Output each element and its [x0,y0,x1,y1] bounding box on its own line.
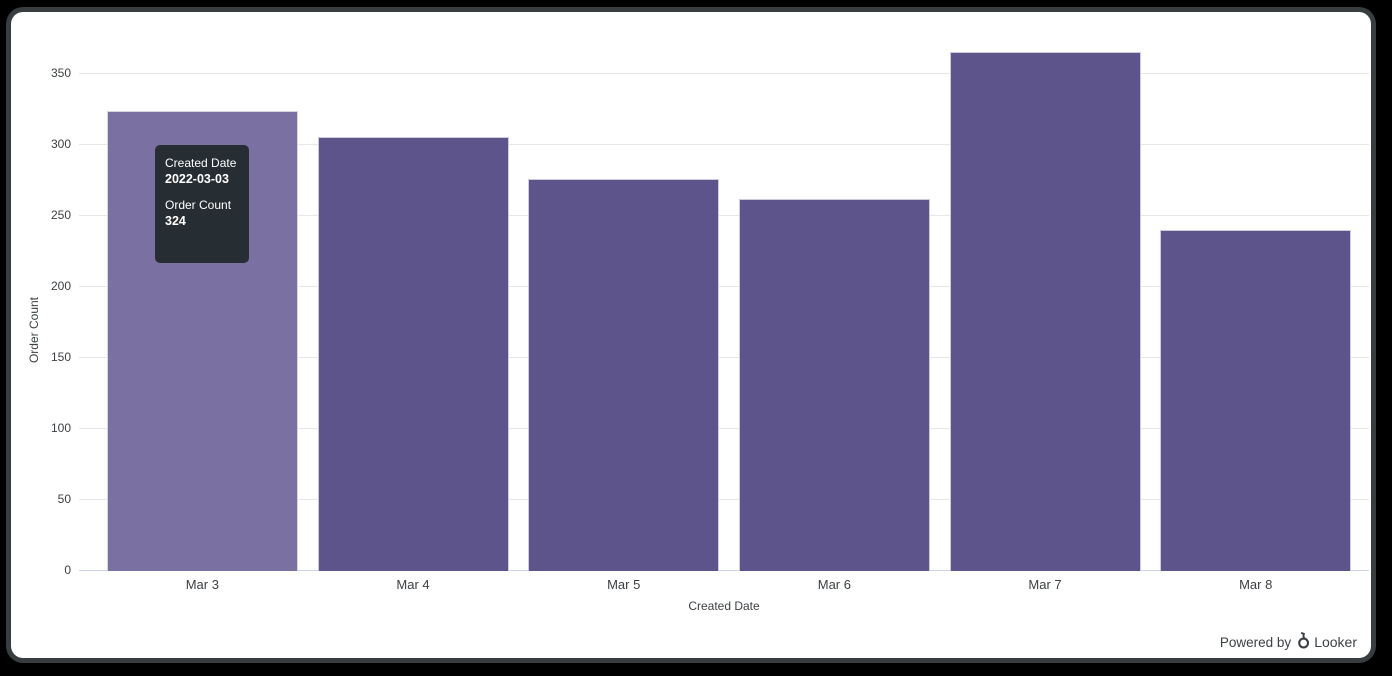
x-axis-title: Created Date [688,599,760,613]
y-tick-label-350: 350 [50,66,71,81]
plot-area [79,26,1369,571]
y-tick-label-50: 50 [57,492,71,507]
bar-mar-4[interactable] [317,137,509,571]
y-tick-label-100: 100 [50,421,71,436]
x-axis-labels: Mar 3 Mar 4 Mar 5 Mar 6 Mar 7 Mar 8 [97,577,1361,592]
visualization-card: Order Count Mar 3 Mar 4 Mar 5 Mar 6 Mar 7 Mar… [11,12,1371,658]
chart-tooltip: Created Date 2022-03-03 Order Count 324 [155,145,249,263]
bar-slot-mar-3 [97,26,308,571]
y-tick-label-200: 200 [50,279,71,294]
tooltip-measure-value: 324 [165,214,186,228]
bar-slot-mar-4 [308,26,519,571]
powered-by-text: Powered by [1219,634,1292,650]
powered-by-looker[interactable]: Powered by Looker [1220,632,1357,652]
y-tick-label-250: 250 [50,208,71,223]
gridline-350 [79,73,1369,75]
bar-mar-5[interactable] [528,179,720,571]
bar-slot-mar-7 [940,26,1151,571]
looker-logo-icon [1297,632,1310,652]
x-axis-line [79,570,1369,571]
looker-brand-text: Looker [1314,634,1357,650]
gridline-50 [79,499,1369,501]
x-tick-label-mar-4: Mar 4 [396,577,430,592]
x-tick-label-mar-6: Mar 6 [817,577,851,592]
bar-slot-mar-6 [729,26,940,571]
x-tick-label-mar-3: Mar 3 [185,577,219,592]
x-tick-label-mar-7: Mar 7 [1028,577,1062,592]
bar-slot-mar-8 [1150,26,1361,571]
gridline-100 [79,428,1369,430]
gridline-300 [79,144,1369,146]
y-tick-label-150: 150 [50,350,71,365]
bar-mar-6[interactable] [738,199,930,571]
tooltip-measure-label: Order Count [165,198,232,212]
bar-slot-mar-5 [518,26,729,571]
x-tick-label-mar-5: Mar 5 [607,577,641,592]
gridline-250 [79,215,1369,217]
tooltip-measure-group: Order Count 324 [165,198,239,229]
tooltip-dimension-value: 2022-03-03 [165,172,229,186]
bar-mar-8[interactable] [1160,230,1352,571]
gridline-200 [79,286,1369,288]
bars-container [97,26,1361,571]
bar-mar-7[interactable] [949,52,1141,571]
tooltip-dimension-group: Created Date 2022-03-03 [165,156,239,187]
y-tick-label-0: 0 [64,563,71,577]
x-tick-label-mar-8: Mar 8 [1239,577,1273,592]
tooltip-dimension-label: Created Date [165,156,237,170]
gridline-150 [79,357,1369,359]
y-tick-label-300: 300 [50,137,71,152]
